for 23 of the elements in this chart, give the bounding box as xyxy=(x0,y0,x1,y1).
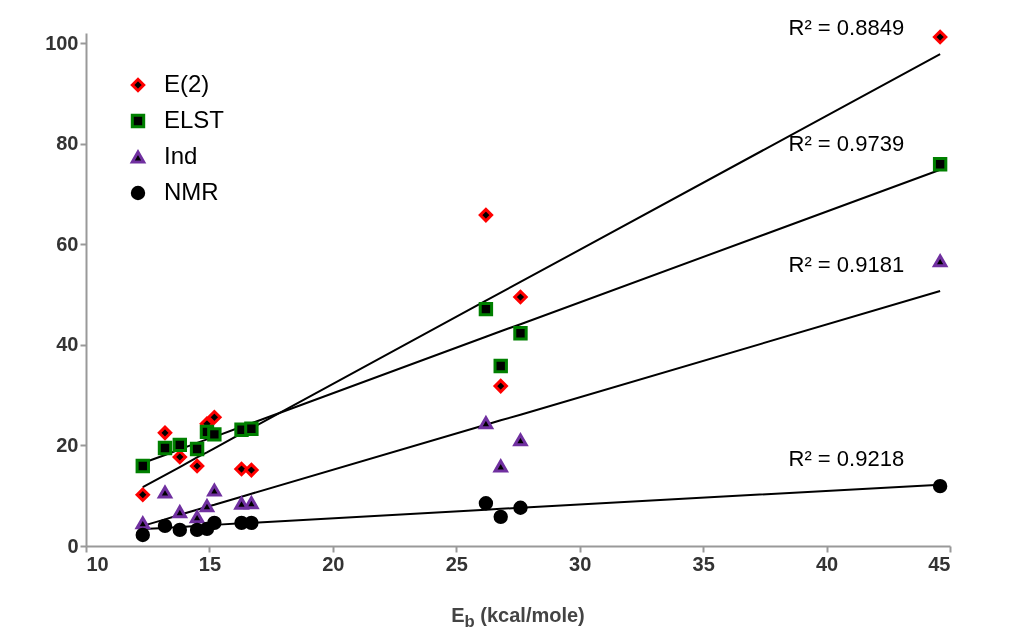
y-tick-label: 0 xyxy=(67,534,79,557)
y-tick-label: 20 xyxy=(56,433,79,456)
annotation: R² = 0.9739 xyxy=(788,130,905,156)
x-tick-label: 35 xyxy=(692,552,715,575)
x-tick-label: 10 xyxy=(86,552,109,575)
y-tick-label: 100 xyxy=(45,31,79,54)
y-tick-label: 80 xyxy=(56,132,79,155)
x-axis-title: E$_{b}$ (kcal/mole) xyxy=(450,604,586,632)
annotation: R² = 0.9218 xyxy=(788,445,905,471)
x-tick-label: 20 xyxy=(322,552,345,575)
annotation: R² = 0.9181 xyxy=(788,252,905,278)
legend-label: NMR xyxy=(164,178,219,205)
y-tick-label: 40 xyxy=(56,333,79,356)
legend-label: ELST xyxy=(164,106,225,133)
x-tick-label: 30 xyxy=(569,552,592,575)
legend-label: Ind xyxy=(164,142,198,169)
x-tick-label: 40 xyxy=(815,552,839,575)
legend-label: E(2) xyxy=(164,70,210,97)
x-tick-label: 15 xyxy=(198,552,222,575)
y-tick-label: 60 xyxy=(56,232,79,255)
x-tick-label: 45 xyxy=(928,552,951,575)
x-tick-label: 25 xyxy=(445,552,468,575)
annotation: R² = 0.8849 xyxy=(788,15,905,41)
